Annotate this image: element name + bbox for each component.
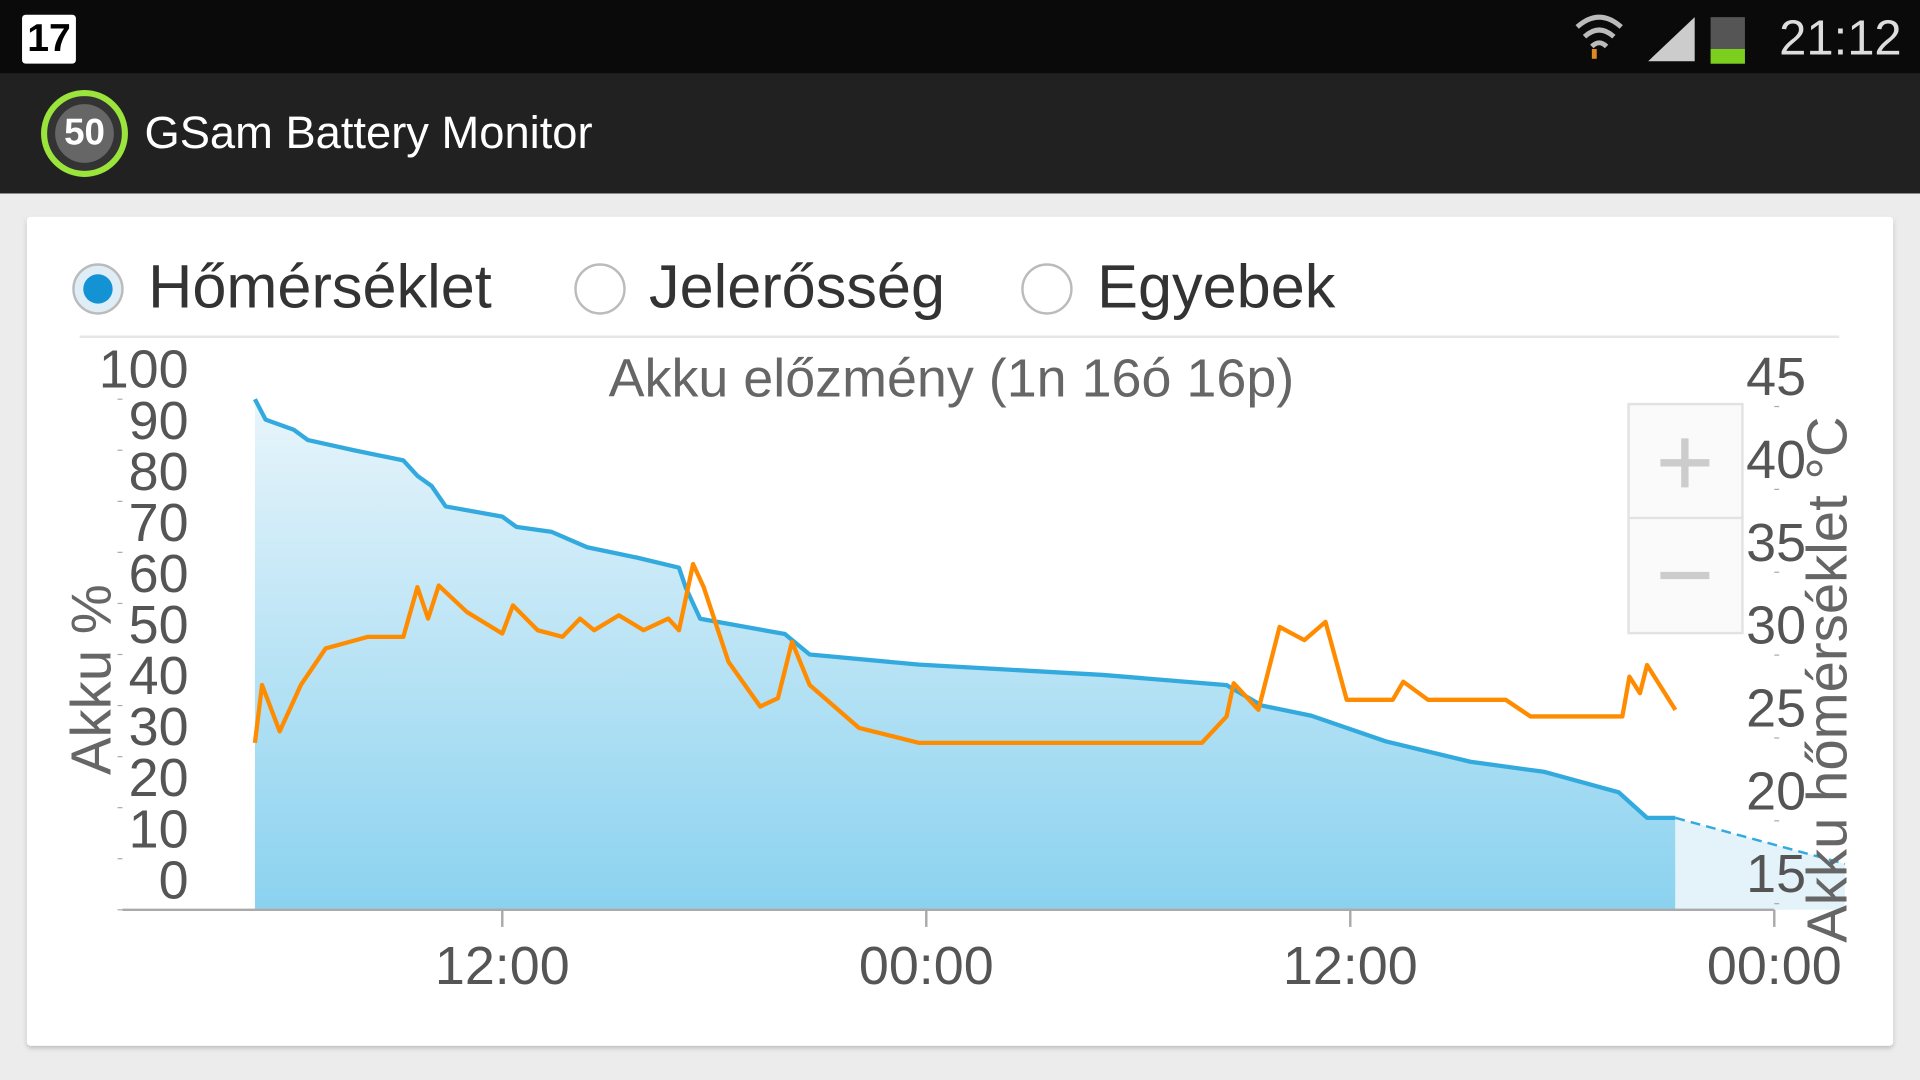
radio-dot [83,274,113,304]
series-line [253,398,1676,820]
radio-label[interactable]: Egyebek [1097,253,1336,321]
x-tick-label: 00:00 [859,936,994,996]
y-tick-label: 60 [129,544,189,604]
y2-tick-label: 45 [1746,347,1806,407]
app-title: GSam Battery Monitor [144,107,592,158]
area [1675,817,1845,910]
wifi-icon [1575,14,1623,59]
app-icon-inner [55,104,114,163]
y2-tick-label: 20 [1746,761,1806,821]
battery-level [1710,48,1745,64]
app-icon-label: 50 [64,111,105,152]
y-tick-label: 10 [129,799,189,859]
y2-tick-label: 30 [1746,596,1806,656]
notification-label: 17 [27,17,71,60]
y-tick-label: 80 [129,442,189,502]
y-tick-label: 90 [129,391,189,451]
y-tick-label: 0 [159,850,189,910]
y-axis-label: Akku % [59,584,122,775]
clock: 21:12 [1779,12,1902,66]
x-tick-label: 12:00 [1283,936,1418,996]
y-tick-label: 40 [129,646,189,706]
x-tick-label: 00:00 [1707,936,1842,996]
notification-icon [22,14,76,64]
y-tick-label: 100 [99,340,189,400]
y-tick-label: 30 [129,697,189,757]
radio-label[interactable]: Jelerősség [649,253,945,321]
chart-title: Akku előzmény (1n 16ó 16p) [609,348,1295,408]
x-tick-label: 12:00 [435,936,570,996]
status-bar [0,0,1920,74]
y2-tick-label: 35 [1746,513,1806,573]
y2-tick-label: 25 [1746,678,1806,738]
zoom-in-button[interactable] [1660,438,1710,488]
series-line [252,561,1678,746]
radio-label[interactable]: Hőmérséklet [148,253,492,321]
radio-button[interactable] [574,263,626,315]
y2-axis-label: Akku hőmérséklet °C [1796,416,1859,942]
y-tick-label: 50 [129,595,189,655]
y-tick-label: 70 [129,493,189,553]
y2-tick-label: 40 [1746,430,1806,490]
radio-button[interactable] [1021,263,1073,315]
projection-line [1675,816,1846,866]
radio-group: Hőmérséklet Jelerősség Egyebek [72,253,1336,321]
app-bar [0,73,1920,194]
area [254,399,1676,910]
chart: Akku előzmény (1n 16ó 16p) 12:00 00:00 12:0… [59,340,1858,996]
y2-tick-label: 15 [1746,844,1806,904]
y-tick-label: 20 [129,748,189,808]
